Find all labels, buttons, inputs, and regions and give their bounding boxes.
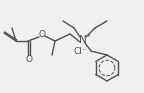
Text: O: O	[25, 54, 33, 64]
Text: N: N	[79, 35, 87, 45]
Text: Cl⁻: Cl⁻	[73, 46, 87, 56]
Text: +: +	[85, 32, 91, 37]
Text: O: O	[38, 29, 46, 39]
